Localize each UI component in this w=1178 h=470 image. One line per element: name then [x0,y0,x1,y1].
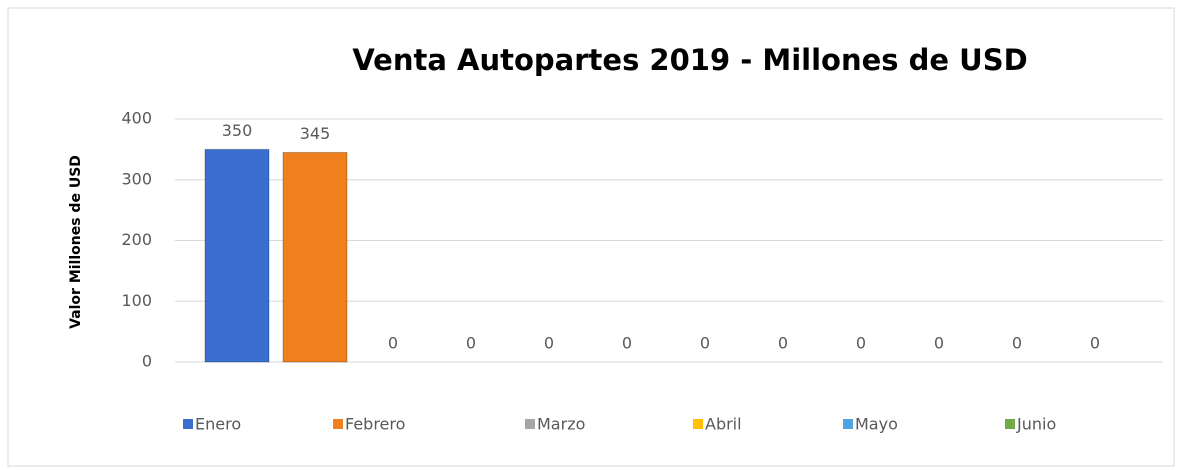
legend-swatch [843,419,853,429]
data-label: 0 [388,334,398,353]
data-label: 345 [300,124,331,143]
legend-swatch [525,419,535,429]
y-axis-label: Valor Millones de USD [68,155,84,329]
legend-label: Mayo [855,415,898,434]
y-tick-label: 100 [121,291,152,310]
data-label: 0 [1012,334,1022,353]
bar [282,151,348,363]
data-label: 0 [778,334,788,353]
y-tick-label: 400 [121,109,152,128]
data-label: 0 [934,334,944,353]
legend-label: Junio [1016,415,1056,434]
data-label: 0 [700,334,710,353]
data-label: 0 [544,334,554,353]
y-tick-label: 0 [142,352,152,371]
y-tick-label: 200 [121,230,152,249]
legend-swatch [333,419,343,429]
bar [204,148,270,363]
data-label: 350 [222,121,253,140]
legend-label: Marzo [537,415,585,434]
data-label: 0 [856,334,866,353]
legend-label: Febrero [345,415,405,434]
data-label: 0 [466,334,476,353]
legend-swatch [1005,419,1015,429]
legend-label: Abril [705,415,742,434]
legend-swatch [693,419,703,429]
data-label: 0 [622,334,632,353]
y-tick-label: 300 [121,169,152,188]
chart-frame [7,7,1175,467]
legend-swatch [183,419,193,429]
data-label: 0 [1090,334,1100,353]
chart-title: Venta Autopartes 2019 - Millones de USD [352,43,1027,77]
legend-label: Enero [195,415,241,434]
